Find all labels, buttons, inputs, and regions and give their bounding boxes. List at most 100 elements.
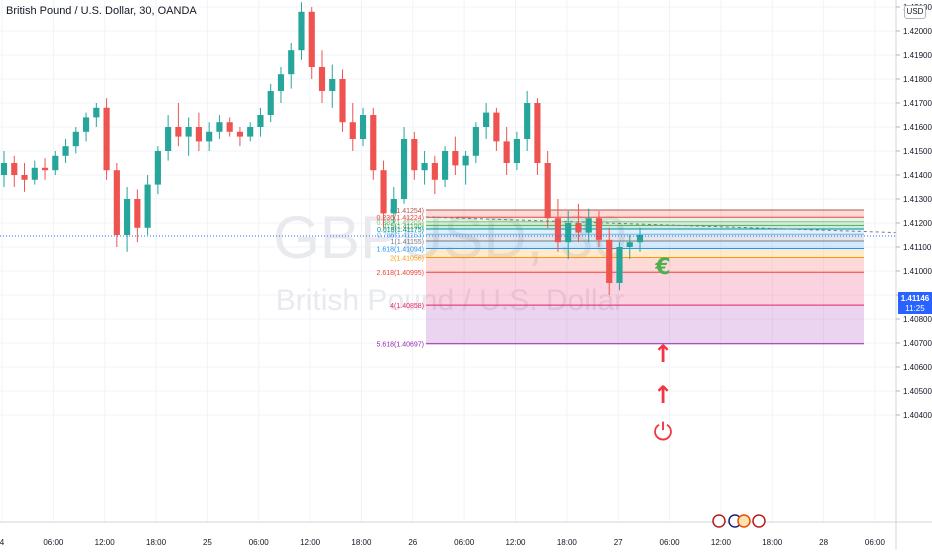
candle-body bbox=[349, 122, 356, 139]
candle-body bbox=[359, 115, 367, 139]
fib-level-label: 0.5(1.41190) bbox=[385, 223, 424, 230]
x-tick-label: 28 bbox=[819, 538, 828, 547]
trend-line[interactable] bbox=[425, 216, 897, 234]
last-price-marker: 1.41146 11:25 bbox=[0, 235, 932, 314]
fib-level-label: 2.618(1.40995) bbox=[377, 270, 424, 277]
candle-body bbox=[93, 107, 100, 118]
candle-body bbox=[103, 107, 110, 171]
economic-events[interactable] bbox=[712, 514, 766, 528]
candle-body bbox=[195, 127, 202, 142]
candle-body bbox=[452, 151, 459, 166]
candle-body bbox=[113, 170, 120, 235]
candle-body bbox=[554, 218, 562, 243]
candle-body bbox=[21, 175, 28, 180]
candle-body bbox=[626, 242, 633, 247]
currency-button[interactable]: USD bbox=[904, 5, 926, 19]
candle-body bbox=[616, 247, 623, 283]
fib-level-label: 0(1.41254) bbox=[390, 208, 424, 215]
candle-body bbox=[318, 67, 326, 91]
x-tick-label: 06:00 bbox=[43, 538, 64, 547]
candle-body bbox=[483, 112, 490, 127]
y-tick-label: 1.41100 bbox=[903, 243, 932, 252]
x-tick-label: 18:00 bbox=[351, 538, 372, 547]
us-flag-icon[interactable] bbox=[752, 514, 766, 528]
x-tick-label: 06:00 bbox=[865, 538, 886, 547]
x-tick-label: 25 bbox=[203, 538, 212, 547]
candle-body bbox=[400, 139, 408, 199]
candle-body bbox=[462, 155, 469, 166]
y-tick-label: 1.41600 bbox=[903, 123, 932, 132]
fib-zone bbox=[426, 221, 864, 226]
y-tick-label: 1.41900 bbox=[903, 51, 932, 60]
candle-body bbox=[431, 163, 438, 180]
x-tick-label: 18:00 bbox=[146, 538, 167, 547]
candle-body bbox=[154, 151, 161, 185]
symbol-title: British Pound / U.S. Dollar, 30, OANDA bbox=[6, 5, 197, 17]
candle-body bbox=[524, 103, 531, 139]
y-tick-label: 1.41700 bbox=[903, 99, 932, 108]
candle-body bbox=[257, 115, 264, 127]
y-tick-label: 1.41800 bbox=[903, 75, 932, 84]
fib-zone bbox=[426, 225, 864, 229]
fibonacci-extension[interactable]: 0(1.41254)0.236(1.41224)0.382(1.41205)0.… bbox=[377, 208, 897, 349]
fib-level-label: 4(1.40858) bbox=[390, 303, 424, 310]
power-icon: ⏻ bbox=[654, 418, 673, 446]
fib-level-label: 2(1.41056) bbox=[390, 256, 424, 263]
candle-body bbox=[72, 131, 79, 147]
fib-level-label: 0.618(1.41175) bbox=[377, 227, 424, 234]
candle-body bbox=[82, 117, 90, 132]
grid bbox=[0, 0, 896, 522]
candle-body bbox=[503, 141, 510, 163]
fib-zone bbox=[426, 210, 864, 218]
candle-body bbox=[226, 122, 233, 132]
fib-zone bbox=[426, 257, 864, 273]
candle-body bbox=[134, 199, 141, 228]
candle-body bbox=[370, 115, 377, 171]
x-tick-label: 06:00 bbox=[660, 538, 681, 547]
watermark-name: British Pound / U.S. Dollar bbox=[276, 284, 624, 317]
x-tick-label: 12:00 bbox=[505, 538, 526, 547]
candle-body bbox=[472, 127, 479, 156]
fib-zone bbox=[426, 305, 864, 344]
candle-body bbox=[144, 184, 151, 228]
candle-body bbox=[165, 127, 172, 151]
last-price-countdown: 11:25 bbox=[905, 304, 925, 313]
watermark: GBPUSD, 30 British Pound / U.S. Dollar bbox=[273, 204, 626, 317]
candle-body bbox=[11, 163, 18, 175]
candles bbox=[0, 2, 644, 295]
candle-body bbox=[0, 163, 8, 175]
fib-level-label: 1(1.41155) bbox=[391, 239, 424, 246]
annotations: € ↑ ↑ ⏻ bbox=[653, 255, 673, 446]
y-tick-label: 1.42000 bbox=[903, 27, 932, 36]
candle-body bbox=[595, 218, 603, 240]
candle-body bbox=[544, 163, 551, 219]
x-tick-label: 12:00 bbox=[95, 538, 116, 547]
fib-zone bbox=[426, 234, 864, 241]
fib-level-label: 0.236(1.41224) bbox=[377, 215, 424, 222]
fib-zone bbox=[426, 272, 864, 306]
candle-body bbox=[41, 167, 49, 171]
candle-body bbox=[62, 146, 69, 156]
x-tick-label: 18:00 bbox=[762, 538, 783, 547]
up-arrow-icon: ↑ bbox=[653, 381, 673, 409]
candle-body bbox=[31, 167, 38, 180]
candle-body bbox=[565, 223, 572, 243]
y-tick-label: 1.41000 bbox=[903, 267, 932, 276]
y-tick-label: 1.41400 bbox=[903, 171, 932, 180]
event-icon[interactable] bbox=[737, 514, 751, 528]
y-tick-label: 1.40400 bbox=[903, 411, 932, 420]
x-tick-label: 4 bbox=[0, 538, 5, 547]
fib-zone bbox=[426, 248, 864, 258]
y-tick-label: 1.40500 bbox=[903, 387, 932, 396]
candle-body bbox=[277, 74, 285, 91]
up-arrow-icon: ↑ bbox=[653, 340, 673, 368]
candle-body bbox=[380, 170, 387, 214]
time-axis[interactable]: 4 06:00 12:00 18:00 25 06:00 12:00 18:00 26 06:00… bbox=[0, 521, 932, 547]
candle-body bbox=[493, 112, 500, 142]
price-axis[interactable]: 1.421001.420001.419001.418001.417001.416… bbox=[895, 0, 932, 550]
us-flag-icon[interactable] bbox=[712, 514, 726, 528]
candle-body bbox=[206, 131, 213, 142]
last-price-badge bbox=[898, 292, 932, 314]
